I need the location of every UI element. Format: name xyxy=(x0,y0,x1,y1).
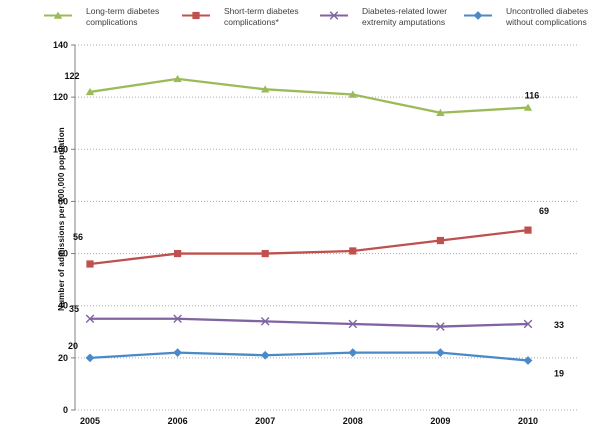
marker-diamond xyxy=(173,348,182,358)
short-term-line-marker-icon xyxy=(182,9,210,22)
data-label: 69 xyxy=(539,206,549,216)
marker-square xyxy=(86,260,94,268)
series-line xyxy=(89,77,529,114)
marker-x xyxy=(329,11,339,20)
marker-square xyxy=(174,249,182,258)
legend-swatch-svg xyxy=(320,11,348,20)
data-label: 116 xyxy=(525,91,540,101)
marker-diamond xyxy=(85,353,95,363)
marker-triangle xyxy=(523,103,533,111)
legend-label-line: Uncontrolled diabetes xyxy=(506,6,589,16)
marker-square xyxy=(524,226,532,234)
legend-swatch-svg xyxy=(182,11,210,20)
marker-x xyxy=(523,319,533,329)
marker-triangle xyxy=(348,90,357,98)
marker-x xyxy=(348,319,358,329)
legend-label-line: extremity amputations xyxy=(362,17,446,27)
legend-label-line: Short-term diabetes xyxy=(224,6,299,16)
amputations-line-marker-icon xyxy=(320,9,348,22)
legend-label-uncontrolled: Uncontrolled diabetes without complicati… xyxy=(506,6,588,28)
long-term-line-marker-icon xyxy=(44,9,72,22)
data-label: 56 xyxy=(73,232,83,242)
marker-triangle xyxy=(53,11,63,19)
series-line xyxy=(90,317,529,328)
series-triangle: 122 116 xyxy=(64,71,539,116)
x-tick-label: 2005 xyxy=(80,416,100,426)
marker-x xyxy=(260,317,270,326)
data-label: 33 xyxy=(554,320,564,330)
x-tick-label: 2007 xyxy=(255,416,275,426)
x-tick-label: 2008 xyxy=(343,416,363,426)
y-tick-label: 40 xyxy=(58,301,68,311)
data-label: 20 xyxy=(68,341,78,351)
series-square: 56 69 xyxy=(73,206,549,268)
y-tick-label: 60 xyxy=(58,249,68,259)
x-tick-label: 2010 xyxy=(518,416,538,426)
legend-item-short-term: Short-term diabetes complications* xyxy=(182,6,299,28)
legend-label-short-term: Short-term diabetes complications* xyxy=(224,6,299,28)
data-label: 19 xyxy=(554,368,564,378)
legend-item-amputations: Diabetes-related lower extremity amputat… xyxy=(320,6,447,28)
marker-triangle xyxy=(85,87,95,96)
marker-x xyxy=(85,314,95,324)
marker-triangle xyxy=(173,74,182,83)
legend-label-line: complications* xyxy=(224,17,279,27)
marker-square xyxy=(192,11,200,20)
y-tick-label: 140 xyxy=(53,40,68,50)
legend-swatch-svg xyxy=(464,11,492,20)
marker-diamond xyxy=(260,350,270,360)
marker-diamond xyxy=(523,356,533,365)
legend-item-long-term: Long-term diabetes complications xyxy=(44,6,159,28)
legend-label-long-term: Long-term diabetes complications xyxy=(86,6,159,28)
marker-square xyxy=(349,247,357,255)
legend-label-line: Long-term diabetes xyxy=(86,6,160,16)
legend-label-amputations: Diabetes-related lower extremity amputat… xyxy=(362,6,447,28)
marker-diamond xyxy=(348,348,358,358)
y-tick-label: 120 xyxy=(53,92,68,102)
y-tick-label: 100 xyxy=(53,144,68,154)
legend-swatch-svg xyxy=(44,11,72,19)
legend-label-line: Diabetes-related lower xyxy=(362,6,448,16)
x-tick-label: 2009 xyxy=(430,416,450,426)
marker-square xyxy=(261,249,269,258)
y-tick-label: 80 xyxy=(58,196,68,206)
legend-label-line: without complications xyxy=(506,17,587,27)
marker-triangle xyxy=(261,85,270,93)
marker-triangle xyxy=(436,108,445,116)
y-tick-label: 20 xyxy=(58,353,68,363)
x-tick-label: 2006 xyxy=(168,416,188,426)
marker-x xyxy=(436,322,445,331)
legend-item-uncontrolled: Uncontrolled diabetes without complicati… xyxy=(464,6,588,28)
series-x: 35 33 xyxy=(69,304,564,331)
series-line xyxy=(89,228,529,266)
uncontrolled-line-marker-icon xyxy=(464,9,492,22)
data-label: 122 xyxy=(64,71,79,81)
legend-label-line: complications xyxy=(86,17,138,27)
marker-diamond xyxy=(436,348,445,358)
marker-square xyxy=(436,236,444,245)
series-line xyxy=(89,351,529,362)
y-tick-label: 0 xyxy=(63,405,68,415)
marker-x xyxy=(173,314,182,324)
data-label: 35 xyxy=(69,304,79,314)
